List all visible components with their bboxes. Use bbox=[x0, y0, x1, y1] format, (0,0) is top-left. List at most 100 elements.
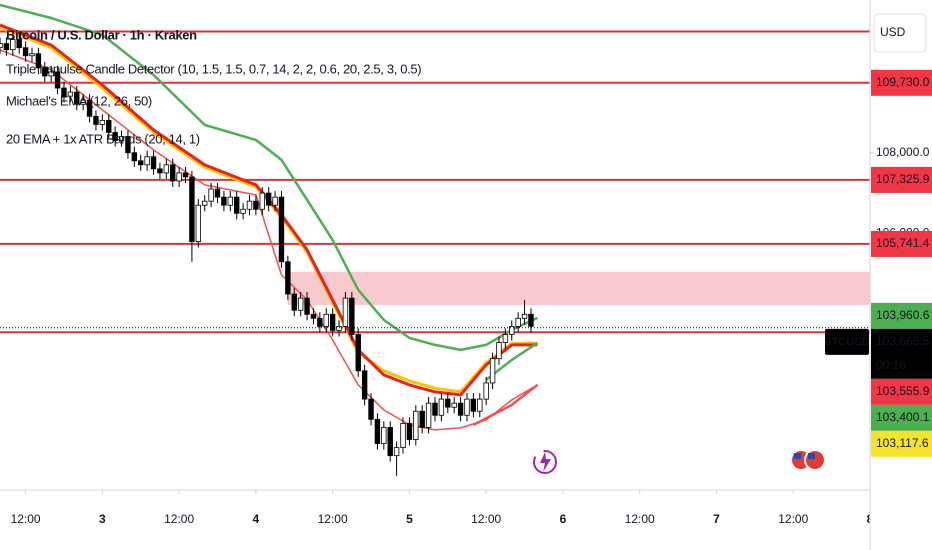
candle-body bbox=[445, 398, 451, 408]
candle-body bbox=[374, 418, 381, 444]
candle-body bbox=[291, 293, 297, 311]
candle-body bbox=[336, 325, 342, 331]
currency-button[interactable] bbox=[873, 13, 927, 53]
candle-body bbox=[131, 152, 138, 162]
x-tick-label: 3 bbox=[99, 512, 106, 526]
candle-body bbox=[16, 39, 22, 49]
price-tag bbox=[871, 328, 932, 379]
price-tag-label: 103,400.1 bbox=[876, 410, 930, 424]
candle-body bbox=[182, 172, 189, 178]
indicator-line bbox=[0, 49, 538, 431]
candle-body bbox=[400, 422, 406, 448]
candle-body bbox=[272, 196, 278, 206]
candle-body bbox=[528, 313, 534, 327]
zone bbox=[287, 271, 870, 305]
candle-body bbox=[464, 398, 470, 416]
symbol-tag bbox=[825, 328, 869, 355]
candle-body bbox=[29, 53, 35, 57]
x-tick-label: 6 bbox=[560, 512, 567, 526]
candle-body bbox=[93, 115, 99, 125]
currency[interactable]: USD bbox=[880, 25, 906, 39]
candle-body bbox=[521, 313, 528, 319]
plot-area bbox=[0, 3, 870, 476]
x-tick-label: 5 bbox=[406, 512, 413, 526]
candle-body bbox=[233, 196, 240, 214]
price-tag bbox=[871, 230, 932, 257]
candle-body bbox=[483, 382, 489, 400]
flag-icons bbox=[790, 449, 826, 471]
candle-body bbox=[246, 200, 253, 210]
price-tag bbox=[871, 404, 932, 431]
candle-body bbox=[22, 47, 29, 57]
candle-body bbox=[496, 342, 502, 360]
indicator-line bbox=[0, 23, 538, 397]
candle-body bbox=[361, 370, 368, 400]
candle-body bbox=[425, 402, 432, 428]
candle-body bbox=[253, 200, 259, 210]
price-tag bbox=[871, 69, 932, 96]
candle-body bbox=[406, 422, 413, 440]
price-tag bbox=[871, 166, 932, 193]
candle-body bbox=[438, 398, 445, 416]
candle-body bbox=[202, 200, 208, 206]
candle-body bbox=[86, 99, 93, 117]
x-tick-label: 12:00 bbox=[471, 512, 501, 526]
candle-body bbox=[381, 426, 387, 444]
candle-body bbox=[144, 156, 150, 166]
x-tick-label: 4 bbox=[253, 512, 260, 526]
candle-body bbox=[221, 196, 227, 206]
x-tick-label: 12:00 bbox=[164, 512, 194, 526]
candle-body bbox=[106, 119, 112, 133]
candle-body bbox=[502, 334, 509, 343]
candle-body bbox=[432, 402, 438, 416]
y-tick-label: 108,000.0 bbox=[876, 145, 930, 159]
candle-body bbox=[150, 156, 157, 170]
indicator-label: 20 EMA + 1x ATR Bands (20, 14, 1) bbox=[6, 131, 200, 146]
candle-body bbox=[80, 99, 86, 105]
candle-body bbox=[323, 313, 329, 327]
indicator-line bbox=[0, 3, 538, 352]
candle-body bbox=[138, 160, 144, 166]
candle-body bbox=[163, 164, 170, 174]
candle-body bbox=[74, 91, 80, 105]
candle-body bbox=[329, 313, 336, 331]
candle-body bbox=[342, 297, 349, 327]
candle-body bbox=[67, 91, 74, 97]
countdown: 00:16 bbox=[876, 358, 906, 372]
candle-body bbox=[451, 402, 457, 408]
candle-body bbox=[195, 204, 202, 242]
candle-body bbox=[35, 53, 42, 69]
price-tag bbox=[871, 302, 932, 329]
candle-body bbox=[317, 317, 323, 327]
candle-body bbox=[157, 168, 163, 174]
x-tick-label: 12:00 bbox=[625, 512, 655, 526]
price-tag-label: 107,325.9 bbox=[876, 172, 930, 186]
candle-body bbox=[176, 172, 182, 182]
x-tick-label: 12:00 bbox=[778, 512, 808, 526]
price-tag-label: 103,117.6 bbox=[876, 436, 929, 450]
candle-body bbox=[0, 43, 3, 49]
candle-body bbox=[214, 188, 221, 198]
candle-body bbox=[419, 410, 425, 428]
symbol-label: BTCUSD bbox=[824, 336, 869, 348]
candle-body bbox=[477, 398, 483, 412]
candle-body bbox=[42, 67, 48, 77]
candle-body bbox=[10, 39, 16, 51]
candle-body bbox=[304, 297, 310, 315]
overlay: Bitcoin / U.S. Dollar · 1h · Kraken Tripl… bbox=[6, 27, 870, 474]
candle-body bbox=[387, 426, 393, 457]
candle-body bbox=[393, 447, 400, 457]
candle-body bbox=[259, 192, 265, 210]
candle-body bbox=[297, 297, 304, 311]
candle-body bbox=[189, 176, 195, 242]
price-axis: USD 108,000.0106,000.0109,730.0107,325.9… bbox=[869, 0, 932, 550]
indicator-label: Michael's EMA (12, 26, 50) bbox=[6, 93, 152, 108]
chart-title: Bitcoin / U.S. Dollar · 1h · Kraken bbox=[6, 27, 197, 42]
event-icon bbox=[533, 450, 557, 474]
candle-body bbox=[48, 71, 54, 77]
candle-body bbox=[170, 164, 176, 182]
x-tick-label: 12:00 bbox=[318, 512, 348, 526]
indicator-label: Triple Impulse Candle Detector (10, 1.5,… bbox=[6, 61, 421, 76]
